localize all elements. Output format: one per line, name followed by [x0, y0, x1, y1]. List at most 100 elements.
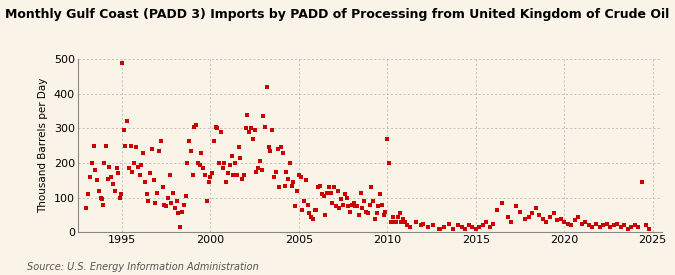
Point — [448, 227, 458, 231]
Point — [115, 196, 126, 200]
Point — [485, 225, 495, 229]
Point — [99, 161, 109, 165]
Point — [336, 197, 347, 202]
Text: Source: U.S. Energy Information Administration: Source: U.S. Energy Information Administ… — [27, 262, 259, 272]
Point — [325, 190, 336, 195]
Point — [117, 60, 128, 65]
Point — [354, 213, 364, 217]
Point — [261, 85, 272, 89]
Point — [531, 206, 541, 210]
Point — [86, 161, 97, 165]
Point — [187, 173, 198, 177]
Point — [288, 180, 299, 184]
Point — [313, 185, 323, 189]
Point — [511, 204, 522, 208]
Point — [217, 166, 228, 170]
Point — [294, 173, 304, 177]
Point — [234, 145, 244, 150]
Point — [343, 204, 354, 208]
Point — [244, 130, 254, 134]
Point — [506, 220, 516, 224]
Point — [378, 213, 389, 217]
Point — [612, 222, 622, 226]
Point — [194, 163, 205, 167]
Point — [249, 128, 260, 132]
Point — [178, 202, 189, 207]
Point — [115, 192, 126, 196]
Point — [633, 225, 644, 229]
Point — [271, 169, 281, 174]
Point — [118, 128, 129, 132]
Point — [215, 130, 226, 134]
Point — [144, 171, 155, 176]
Point — [248, 137, 259, 141]
Point — [359, 199, 370, 204]
Point — [228, 173, 239, 177]
Point — [428, 223, 439, 228]
Point — [263, 145, 274, 150]
Point — [171, 199, 182, 204]
Point — [327, 201, 338, 205]
Point — [331, 204, 342, 208]
Point — [177, 209, 188, 214]
Point — [272, 147, 283, 152]
Point — [295, 175, 306, 179]
Point — [252, 166, 263, 170]
Y-axis label: Thousand Barrels per Day: Thousand Barrels per Day — [38, 78, 48, 213]
Point — [150, 201, 161, 205]
Point — [345, 209, 356, 214]
Point — [598, 223, 609, 228]
Point — [254, 159, 265, 164]
Point — [192, 161, 203, 165]
Point — [161, 204, 171, 208]
Point — [311, 208, 322, 212]
Point — [283, 177, 294, 181]
Point — [416, 223, 427, 228]
Point — [481, 220, 492, 224]
Point — [573, 214, 584, 219]
Point — [238, 173, 249, 177]
Point — [584, 223, 595, 228]
Point — [232, 173, 242, 177]
Point — [308, 216, 319, 221]
Point — [189, 125, 200, 129]
Point — [357, 206, 368, 210]
Point — [334, 206, 345, 210]
Point — [281, 169, 292, 174]
Point — [340, 192, 350, 196]
Point — [551, 218, 562, 222]
Point — [640, 223, 651, 228]
Point — [608, 223, 619, 228]
Point — [207, 171, 217, 176]
Point — [423, 225, 433, 229]
Point — [385, 220, 396, 224]
Point — [477, 223, 488, 228]
Point — [269, 175, 279, 179]
Point — [164, 173, 175, 177]
Point — [152, 190, 163, 195]
Point — [103, 177, 113, 181]
Point — [373, 204, 384, 208]
Point — [258, 114, 269, 119]
Point — [235, 156, 246, 160]
Point — [132, 164, 143, 169]
Point — [203, 180, 214, 184]
Point — [163, 196, 173, 200]
Point — [214, 161, 225, 165]
Point — [355, 190, 366, 195]
Point — [360, 209, 371, 214]
Point — [587, 225, 598, 229]
Point — [417, 222, 428, 226]
Point — [107, 182, 118, 186]
Point — [246, 126, 256, 131]
Point — [168, 190, 179, 195]
Point — [304, 211, 315, 216]
Point — [299, 199, 310, 204]
Point — [387, 214, 398, 219]
Point — [366, 185, 377, 189]
Point — [383, 161, 394, 165]
Point — [453, 223, 464, 228]
Point — [292, 189, 302, 193]
Point — [392, 214, 403, 219]
Point — [230, 161, 240, 165]
